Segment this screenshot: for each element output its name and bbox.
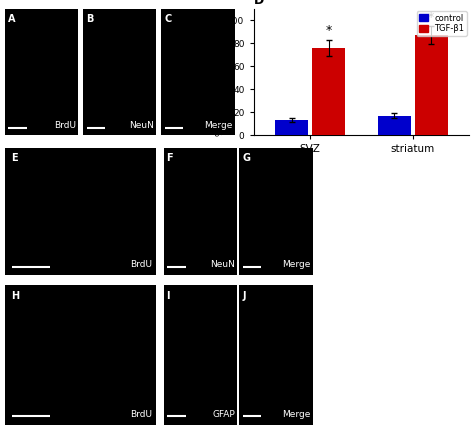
Text: C: C <box>164 14 171 24</box>
Text: B: B <box>86 14 93 24</box>
Text: NeuN: NeuN <box>129 121 154 130</box>
Text: GFAP: GFAP <box>212 410 235 419</box>
Text: E: E <box>11 153 18 163</box>
Text: Merge: Merge <box>282 410 310 419</box>
Text: F: F <box>166 153 173 163</box>
Text: H: H <box>11 291 19 301</box>
Text: Merge: Merge <box>204 121 232 130</box>
Text: BrdU: BrdU <box>130 260 152 269</box>
Text: A: A <box>8 14 15 24</box>
Bar <box>275 120 308 135</box>
Text: NeuN: NeuN <box>210 260 235 269</box>
Bar <box>415 35 447 135</box>
Bar <box>378 115 410 135</box>
Text: D: D <box>254 0 264 7</box>
Text: Merge: Merge <box>282 260 310 269</box>
Text: J: J <box>242 291 246 301</box>
Text: *: * <box>428 11 434 24</box>
Legend: control, TGF-β1: control, TGF-β1 <box>417 11 467 36</box>
Text: BrdU: BrdU <box>54 121 76 130</box>
Text: *: * <box>326 24 332 37</box>
Text: G: G <box>242 153 250 163</box>
Text: BrdU: BrdU <box>130 410 152 419</box>
Text: I: I <box>166 291 170 301</box>
Y-axis label: % of BrdU/ NeuN positive cells: % of BrdU/ NeuN positive cells <box>216 8 225 136</box>
Bar <box>312 48 345 135</box>
